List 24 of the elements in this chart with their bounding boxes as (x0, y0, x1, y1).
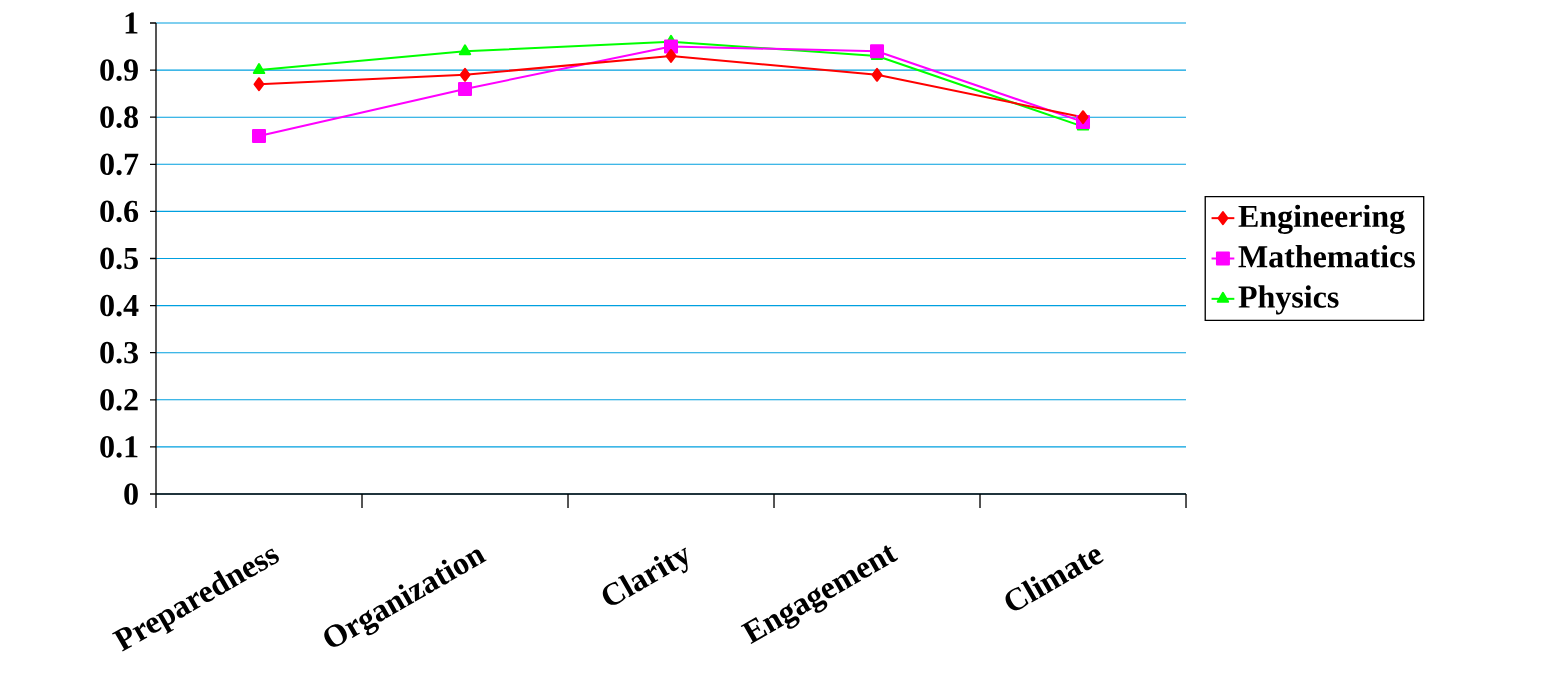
point (253, 77, 265, 92)
y-tick-label: 0.1 (100, 436, 138, 458)
legend-label: Physics (1238, 285, 1339, 315)
y-tick-label: 0.3 (100, 341, 138, 364)
y-tick-label: 1 (125, 12, 138, 34)
y-tick-label: 0.6 (100, 200, 139, 223)
y-tick-label: 0 (124, 483, 138, 505)
point (458, 81, 473, 96)
y-tick-label: 0.9 (100, 59, 138, 81)
legend-label: Mathematics (1238, 244, 1415, 268)
point (871, 67, 883, 82)
y-tick-label: 0.4 (100, 294, 139, 317)
point (252, 129, 266, 144)
point (665, 48, 677, 63)
y-tick-label: 0.5 (100, 247, 138, 270)
point (252, 63, 266, 75)
y-tick-label: 0.8 (100, 106, 138, 129)
y-tick-label: 0.2 (100, 388, 138, 411)
point (870, 44, 885, 59)
point (1077, 110, 1089, 125)
point (459, 67, 471, 82)
point (458, 44, 472, 56)
legend-label: Engineering (1238, 204, 1405, 234)
y-tick-label: 0.7 (100, 153, 139, 176)
